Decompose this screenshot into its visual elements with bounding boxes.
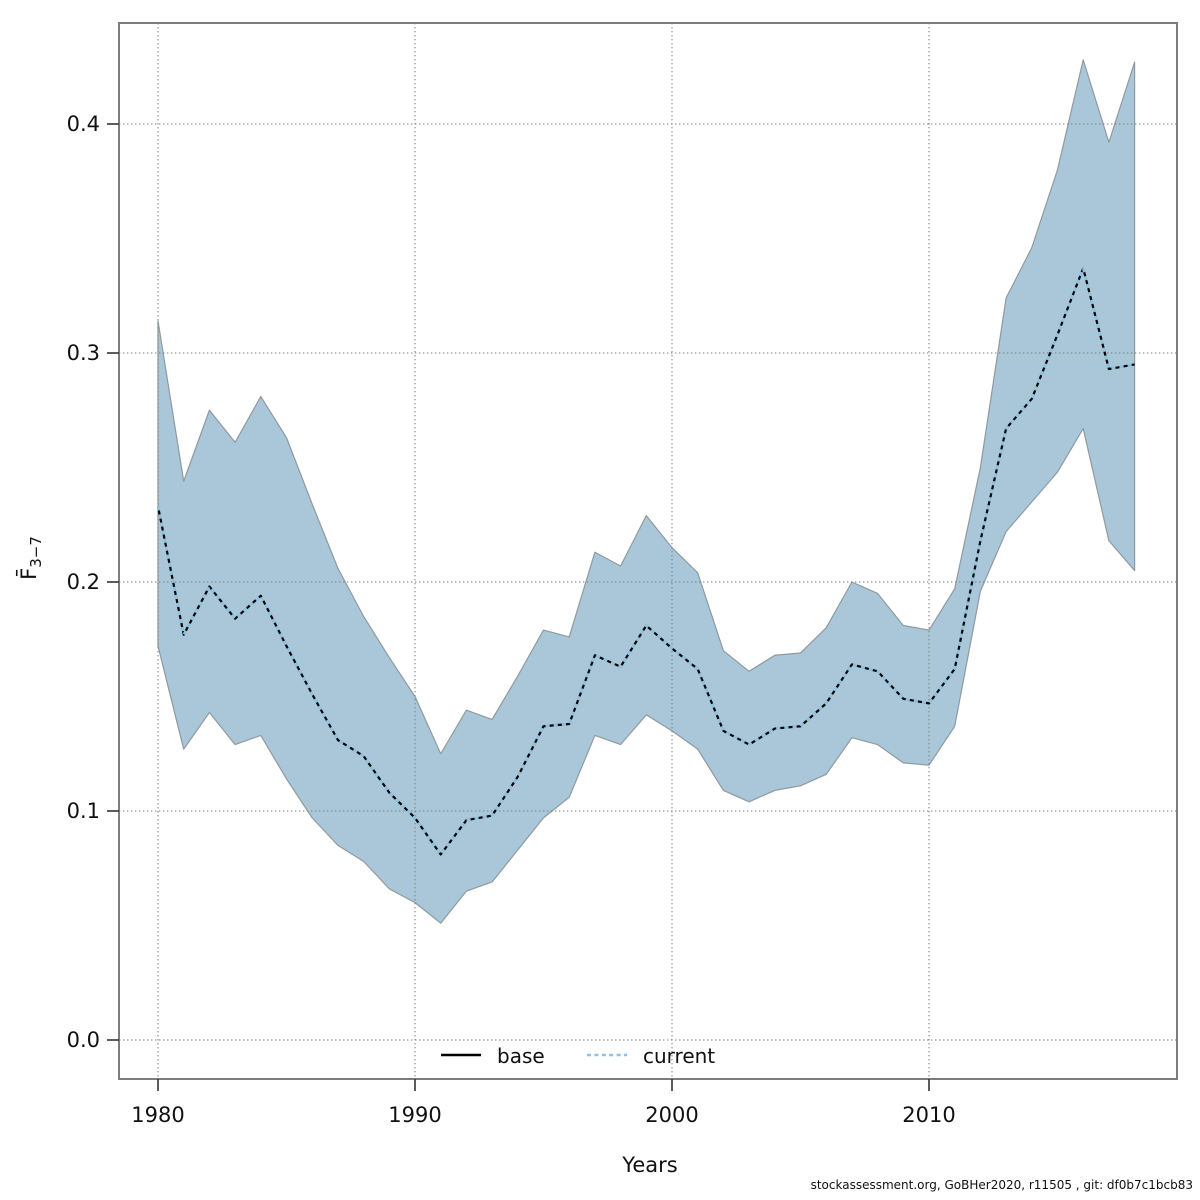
legend: base current (441, 1044, 715, 1068)
y-tick-label: 0.3 (67, 341, 100, 365)
x-tick-label: 1980 (131, 1103, 184, 1127)
y-tick-label: 0.0 (67, 1028, 100, 1052)
x-axis-title: Years (621, 1153, 677, 1177)
legend-item-base: base (441, 1044, 545, 1068)
confidence-band (157, 59, 1136, 924)
x-tick-label: 2000 (645, 1103, 698, 1127)
gridlines-layer (119, 23, 1177, 1079)
y-tick-label: 0.2 (67, 570, 100, 594)
plot-frame (118, 22, 1178, 1080)
y-axis: 0.0 0.1 0.2 0.3 0.4 (67, 112, 119, 1052)
y-axis-title: F̄3−7 (16, 536, 45, 580)
confidence-band-layer (157, 59, 1136, 924)
footer-credit: stockassessment.org, GoBHer2020, r11505 … (811, 1178, 1193, 1192)
current-line (156, 266, 1135, 856)
legend-current-label: current (643, 1044, 715, 1068)
x-axis: 1980 1990 2000 2010 (131, 1079, 956, 1127)
legend-item-current: current (587, 1044, 715, 1068)
y-tick-label: 0.4 (67, 112, 100, 136)
x-tick-label: 1990 (388, 1103, 441, 1127)
legend-base-label: base (497, 1044, 545, 1068)
series-lines-layer (156, 266, 1135, 856)
y-tick-label: 0.1 (67, 799, 100, 823)
x-tick-label: 2010 (902, 1103, 955, 1127)
